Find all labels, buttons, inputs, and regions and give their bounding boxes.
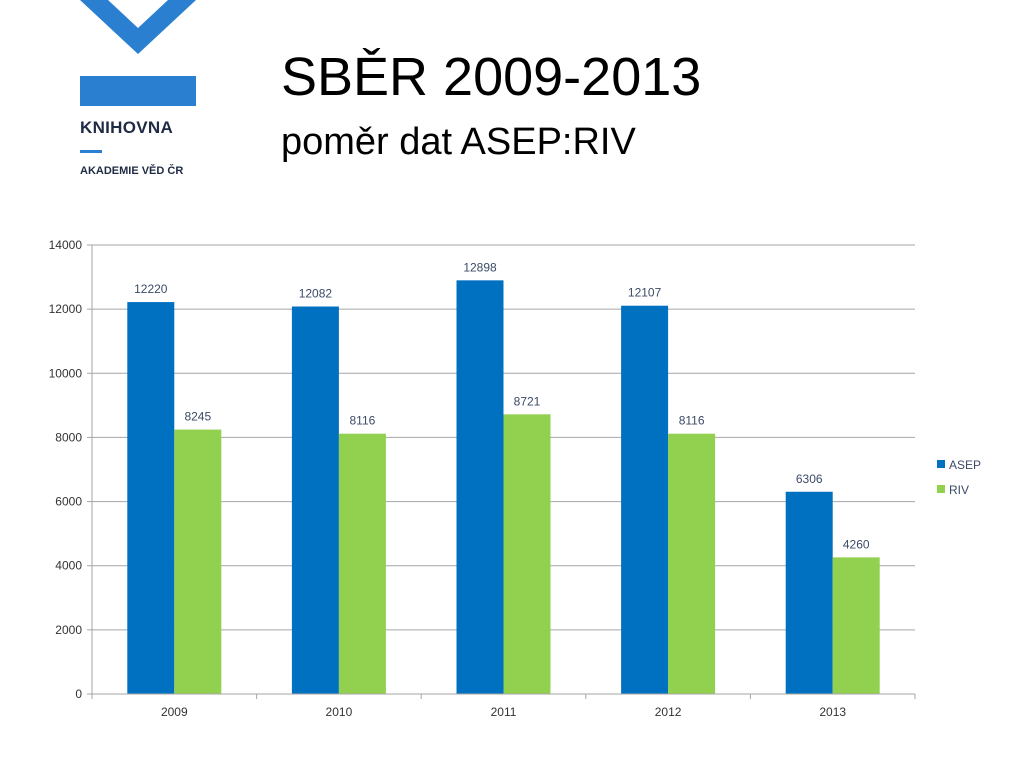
bar-asep xyxy=(456,280,504,694)
bar-riv xyxy=(338,433,386,694)
bar-asep xyxy=(621,305,669,694)
page-subtitle: poměr dat ASEP:RIV xyxy=(281,121,636,163)
logo-name: KNIHOVNA xyxy=(80,118,174,137)
x-tick-label: 2012 xyxy=(655,705,682,719)
data-label: 6306 xyxy=(796,472,823,486)
library-logo: KNIHOVNA AKADEMIE VĚD ČR xyxy=(78,0,200,185)
page-title: SBĚR 2009-2013 xyxy=(281,47,702,107)
data-label: 8116 xyxy=(679,414,705,428)
legend-swatch-riv xyxy=(937,485,945,493)
y-tick-label: 14000 xyxy=(49,238,83,252)
x-tick-label: 2011 xyxy=(491,705,517,719)
y-tick-label: 4000 xyxy=(55,559,82,573)
x-tick-label: 2009 xyxy=(161,705,188,719)
y-tick-label: 12000 xyxy=(49,302,83,316)
y-tick-label: 2000 xyxy=(55,623,82,637)
bar-riv xyxy=(668,433,716,694)
y-tick-label: 6000 xyxy=(55,495,82,509)
data-label: 8116 xyxy=(349,414,375,428)
y-tick-label: 8000 xyxy=(55,430,82,444)
data-label: 12898 xyxy=(463,260,497,274)
x-tick-label: 2013 xyxy=(819,705,846,719)
bar-asep xyxy=(785,491,833,694)
bar-asep xyxy=(291,306,339,694)
data-label: 8721 xyxy=(514,394,541,408)
legend-label-riv: RIV xyxy=(949,483,969,497)
legend-label-asep: ASEP xyxy=(949,458,981,472)
data-label: 4260 xyxy=(843,537,870,551)
y-tick-label: 0 xyxy=(75,687,82,701)
data-label: 12220 xyxy=(134,282,168,296)
data-label: 12082 xyxy=(299,287,333,301)
bar-riv xyxy=(503,414,551,694)
legend-swatch-asep xyxy=(937,460,945,468)
logo-divider xyxy=(80,150,102,153)
bar-asep xyxy=(127,302,175,694)
k-letter-logo-icon xyxy=(80,0,196,106)
x-tick-label: 2010 xyxy=(326,705,353,719)
bar-riv xyxy=(174,429,222,694)
bar-riv xyxy=(832,557,880,694)
y-tick-label: 10000 xyxy=(49,366,83,380)
data-label: 12107 xyxy=(628,286,662,300)
data-label: 8245 xyxy=(184,410,211,424)
logo-subtitle: AKADEMIE VĚD ČR xyxy=(80,165,184,177)
